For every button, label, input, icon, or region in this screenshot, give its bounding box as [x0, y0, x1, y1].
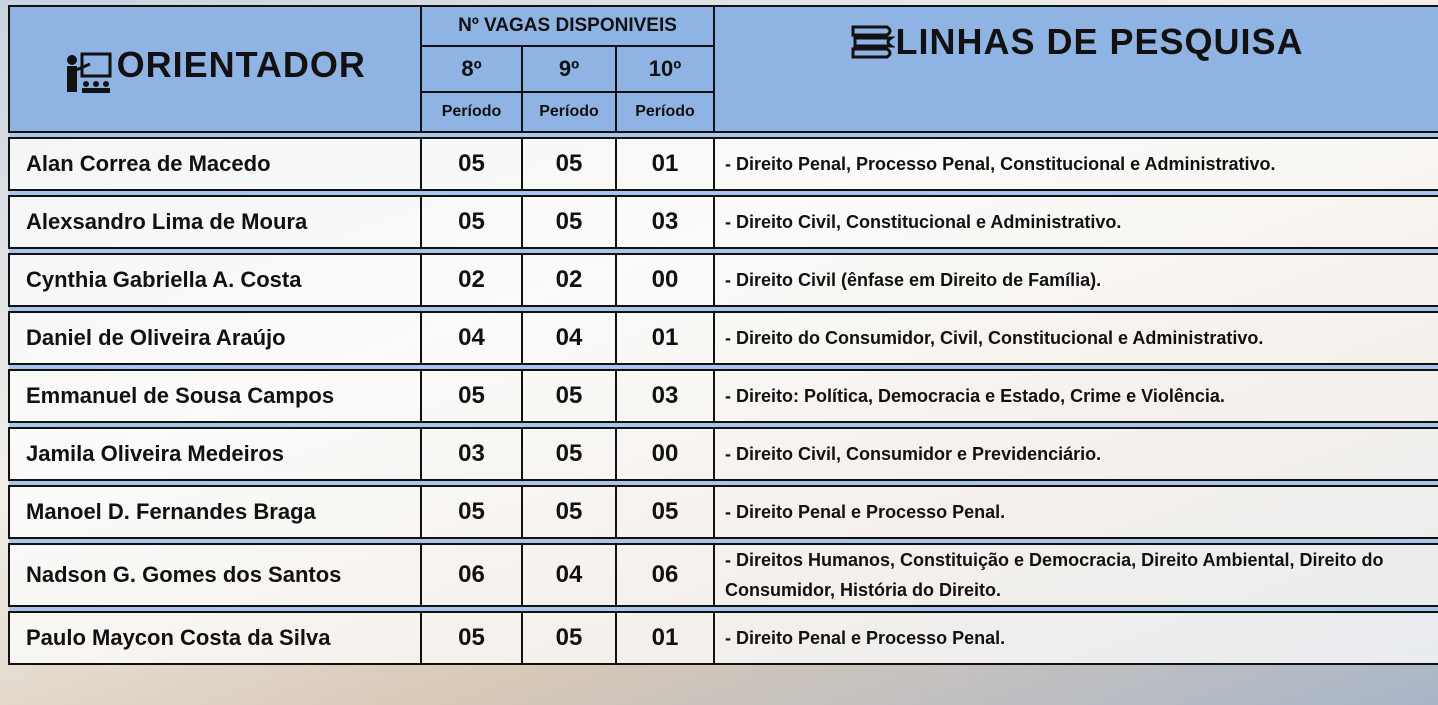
- advisor-name: Nadson G. Gomes dos Santos: [8, 543, 422, 607]
- teacher-icon: [67, 52, 112, 94]
- period-label: Período: [420, 91, 523, 133]
- vacancies-9: 04: [521, 543, 617, 607]
- row-separator: [9, 605, 1438, 613]
- vacancies-9: 05: [521, 137, 617, 191]
- vacancies-10: 03: [614, 195, 716, 249]
- linhas-title: LINHAS DE PESQUISA: [895, 21, 1304, 62]
- separator-cell: [9, 131, 1438, 139]
- vacancies-8: 05: [420, 485, 523, 539]
- table-row: Emmanuel de Sousa Campos 05 05 03- Direito:…: [8, 369, 1438, 423]
- separator-cell: [9, 363, 1438, 371]
- vagas-header: Nº VAGAS DISPONIVEIS: [419, 5, 716, 47]
- vacancies-8: 05: [420, 369, 523, 423]
- period-label: Período: [521, 91, 617, 133]
- row-separator: [9, 537, 1438, 545]
- table-row: Nadson G. Gomes dos Santos 06 04 06- Direit…: [8, 543, 1438, 607]
- vacancies-9: 04: [521, 311, 617, 365]
- row-separator: [9, 131, 1438, 139]
- advisor-name: Paulo Maycon Costa da Silva: [8, 611, 422, 665]
- period-number: 9º: [521, 45, 617, 93]
- advisor-name: Jamila Oliveira Medeiros: [8, 427, 422, 481]
- research-lines: - Direito do Consumidor, Civil, Constitu…: [713, 311, 1438, 365]
- row-separator: [9, 479, 1438, 487]
- advisor-name: Alexsandro Lima de Moura: [8, 195, 422, 249]
- vacancies-10: 03: [614, 369, 716, 423]
- vacancies-8: 04: [420, 311, 523, 365]
- period-number-row: 8º 9º 10º: [9, 45, 1438, 93]
- vacancies-10: 01: [614, 611, 716, 665]
- vacancies-8: 03: [420, 427, 523, 481]
- table-row: Paulo Maycon Costa da Silva 05 05 01- Direi…: [8, 611, 1438, 665]
- research-lines: - Direitos Humanos, Constituição e Democ…: [713, 543, 1438, 607]
- vacancies-10: 05: [614, 485, 716, 539]
- research-lines: - Direito: Política, Democracia e Estado…: [713, 369, 1438, 423]
- table-row: Jamila Oliveira Medeiros 03 05 00- Direito …: [8, 427, 1438, 481]
- research-lines: - Direito Penal, Processo Penal, Constit…: [713, 137, 1438, 191]
- books-icon: [851, 25, 897, 59]
- research-lines: - Direito Penal e Processo Penal.: [713, 485, 1438, 539]
- separator-cell: [9, 421, 1438, 429]
- vacancies-10: 00: [614, 253, 716, 307]
- vacancies-8: 05: [420, 611, 523, 665]
- separator-cell: [9, 189, 1438, 197]
- table-body: ORIENTADOR Nº VAGAS DISPONIVEIS LINHAS D…: [8, 5, 1438, 665]
- separator-cell: [9, 605, 1438, 613]
- research-lines: - Direito Penal e Processo Penal.: [713, 611, 1438, 665]
- period-number: 10º: [614, 45, 716, 93]
- vacancies-8: 06: [420, 543, 523, 607]
- period-label: Período: [614, 91, 716, 133]
- vacancies-8: 05: [420, 195, 523, 249]
- table-row: Manoel D. Fernandes Braga 05 05 05- Direito…: [8, 485, 1438, 539]
- orientador-header: ORIENTADOR: [8, 5, 422, 133]
- vacancies-8: 02: [420, 253, 523, 307]
- separator-cell: [9, 247, 1438, 255]
- separator-cell: [9, 479, 1438, 487]
- table-row: Daniel de Oliveira Araújo 04 04 01- Direito…: [8, 311, 1438, 365]
- orientador-title: ORIENTADOR: [116, 43, 366, 85]
- vacancies-9: 05: [521, 611, 617, 665]
- linhas-header: LINHAS DE PESQUISA: [713, 5, 1438, 133]
- vacancies-9: 05: [521, 369, 617, 423]
- vacancies-10: 06: [614, 543, 716, 607]
- row-separator: [9, 247, 1438, 255]
- advisor-name: Manoel D. Fernandes Braga: [8, 485, 422, 539]
- vacancies-10: 01: [614, 137, 716, 191]
- vacancies-9: 05: [521, 195, 617, 249]
- vacancies-9: 05: [521, 485, 617, 539]
- separator-cell: [9, 305, 1438, 313]
- table-wrap: ORIENTADOR Nº VAGAS DISPONIVEIS LINHAS D…: [8, 5, 1438, 665]
- advisor-name: Emmanuel de Sousa Campos: [8, 369, 422, 423]
- period-number: 8º: [420, 45, 523, 93]
- header-row: ORIENTADOR Nº VAGAS DISPONIVEIS LINHAS D…: [8, 5, 1438, 133]
- advisor-name: Cynthia Gabriella A. Costa: [8, 253, 422, 307]
- period-label-row: Período Período Período: [9, 91, 1438, 133]
- row-separator: [9, 305, 1438, 313]
- vacancies-8: 05: [420, 137, 523, 191]
- research-lines: - Direito Civil, Constitucional e Admini…: [713, 195, 1438, 249]
- separator-cell: [9, 537, 1438, 545]
- row-separator: [9, 363, 1438, 371]
- table-row: Cynthia Gabriella A. Costa 02 02 00- Direit…: [8, 253, 1438, 307]
- table: ORIENTADOR Nº VAGAS DISPONIVEIS LINHAS D…: [8, 5, 1438, 665]
- table-row: Alexsandro Lima de Moura 05 05 03- Direito …: [8, 195, 1438, 249]
- vacancies-9: 05: [521, 427, 617, 481]
- vacancies-9: 02: [521, 253, 617, 307]
- vacancies-10: 01: [614, 311, 716, 365]
- row-separator: [9, 421, 1438, 429]
- research-lines: - Direito Civil, Consumidor e Previdenci…: [713, 427, 1438, 481]
- advisor-name: Alan Correa de Macedo: [8, 137, 422, 191]
- advisor-name: Daniel de Oliveira Araújo: [8, 311, 422, 365]
- row-separator: [9, 189, 1438, 197]
- research-lines: - Direito Civil (ênfase em Direito de Fa…: [713, 253, 1438, 307]
- vacancies-10: 00: [614, 427, 716, 481]
- table-row: Alan Correa de Macedo 05 05 01- Direito Pen…: [8, 137, 1438, 191]
